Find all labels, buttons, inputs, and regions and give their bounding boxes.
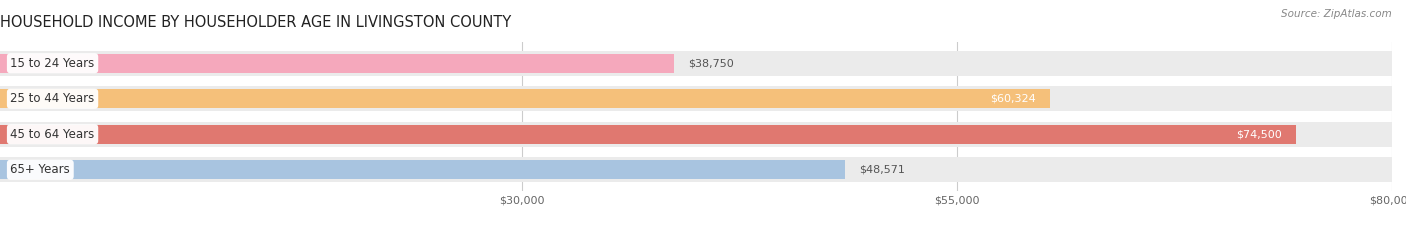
Bar bbox=[0, 157, 1392, 182]
Text: $60,324: $60,324 bbox=[990, 94, 1036, 104]
Text: $48,571: $48,571 bbox=[859, 165, 905, 175]
Text: 45 to 64 Years: 45 to 64 Years bbox=[10, 128, 94, 141]
Text: 25 to 44 Years: 25 to 44 Years bbox=[10, 92, 94, 105]
Bar bbox=[0, 51, 1392, 76]
Bar bbox=[0, 160, 845, 179]
Bar bbox=[0, 54, 675, 73]
Text: 65+ Years: 65+ Years bbox=[10, 163, 70, 176]
Bar bbox=[0, 86, 1392, 111]
Text: $74,500: $74,500 bbox=[1236, 129, 1282, 139]
Bar bbox=[0, 125, 1296, 144]
Text: 15 to 24 Years: 15 to 24 Years bbox=[10, 57, 94, 70]
Text: HOUSEHOLD INCOME BY HOUSEHOLDER AGE IN LIVINGSTON COUNTY: HOUSEHOLD INCOME BY HOUSEHOLDER AGE IN L… bbox=[0, 15, 512, 30]
Bar bbox=[0, 89, 1050, 108]
Text: Source: ZipAtlas.com: Source: ZipAtlas.com bbox=[1281, 9, 1392, 19]
Text: $38,750: $38,750 bbox=[688, 58, 734, 68]
Bar bbox=[0, 122, 1392, 147]
